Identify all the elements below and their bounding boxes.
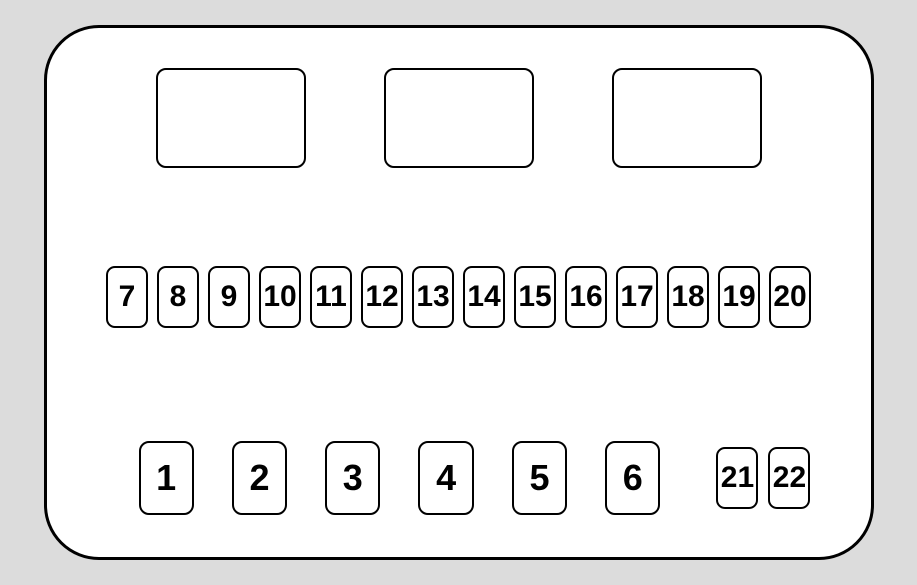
fuse-9: 9 xyxy=(208,266,250,328)
fuse-row-bottom: 1 2 3 4 5 6 21 22 xyxy=(47,441,871,515)
fuse-2: 2 xyxy=(232,441,287,515)
fuse-4: 4 xyxy=(418,441,473,515)
fuse-8: 8 xyxy=(157,266,199,328)
fuse-17: 17 xyxy=(616,266,658,328)
fuse-6: 6 xyxy=(605,441,660,515)
fuse-12: 12 xyxy=(361,266,403,328)
fuse-5: 5 xyxy=(512,441,567,515)
fuse-10: 10 xyxy=(259,266,301,328)
fuse-16: 16 xyxy=(565,266,607,328)
fuse-21: 21 xyxy=(716,447,758,509)
fuse-row-middle: 7 8 9 10 11 12 13 14 15 16 17 18 19 20 xyxy=(47,266,871,328)
fuse-14: 14 xyxy=(463,266,505,328)
fuse-13: 13 xyxy=(412,266,454,328)
fuse-box-panel: 7 8 9 10 11 12 13 14 15 16 17 18 19 20 1… xyxy=(44,25,874,560)
fuse-18: 18 xyxy=(667,266,709,328)
fuse-22: 22 xyxy=(768,447,810,509)
fuse-11: 11 xyxy=(310,266,352,328)
relay-slot xyxy=(156,68,306,168)
fuse-group-small: 21 22 xyxy=(716,447,810,509)
relay-slot xyxy=(384,68,534,168)
fuse-1: 1 xyxy=(139,441,194,515)
relay-slot xyxy=(612,68,762,168)
fuse-7: 7 xyxy=(106,266,148,328)
fuse-3: 3 xyxy=(325,441,380,515)
relay-row xyxy=(47,68,871,168)
fuse-20: 20 xyxy=(769,266,811,328)
fuse-15: 15 xyxy=(514,266,556,328)
fuse-19: 19 xyxy=(718,266,760,328)
